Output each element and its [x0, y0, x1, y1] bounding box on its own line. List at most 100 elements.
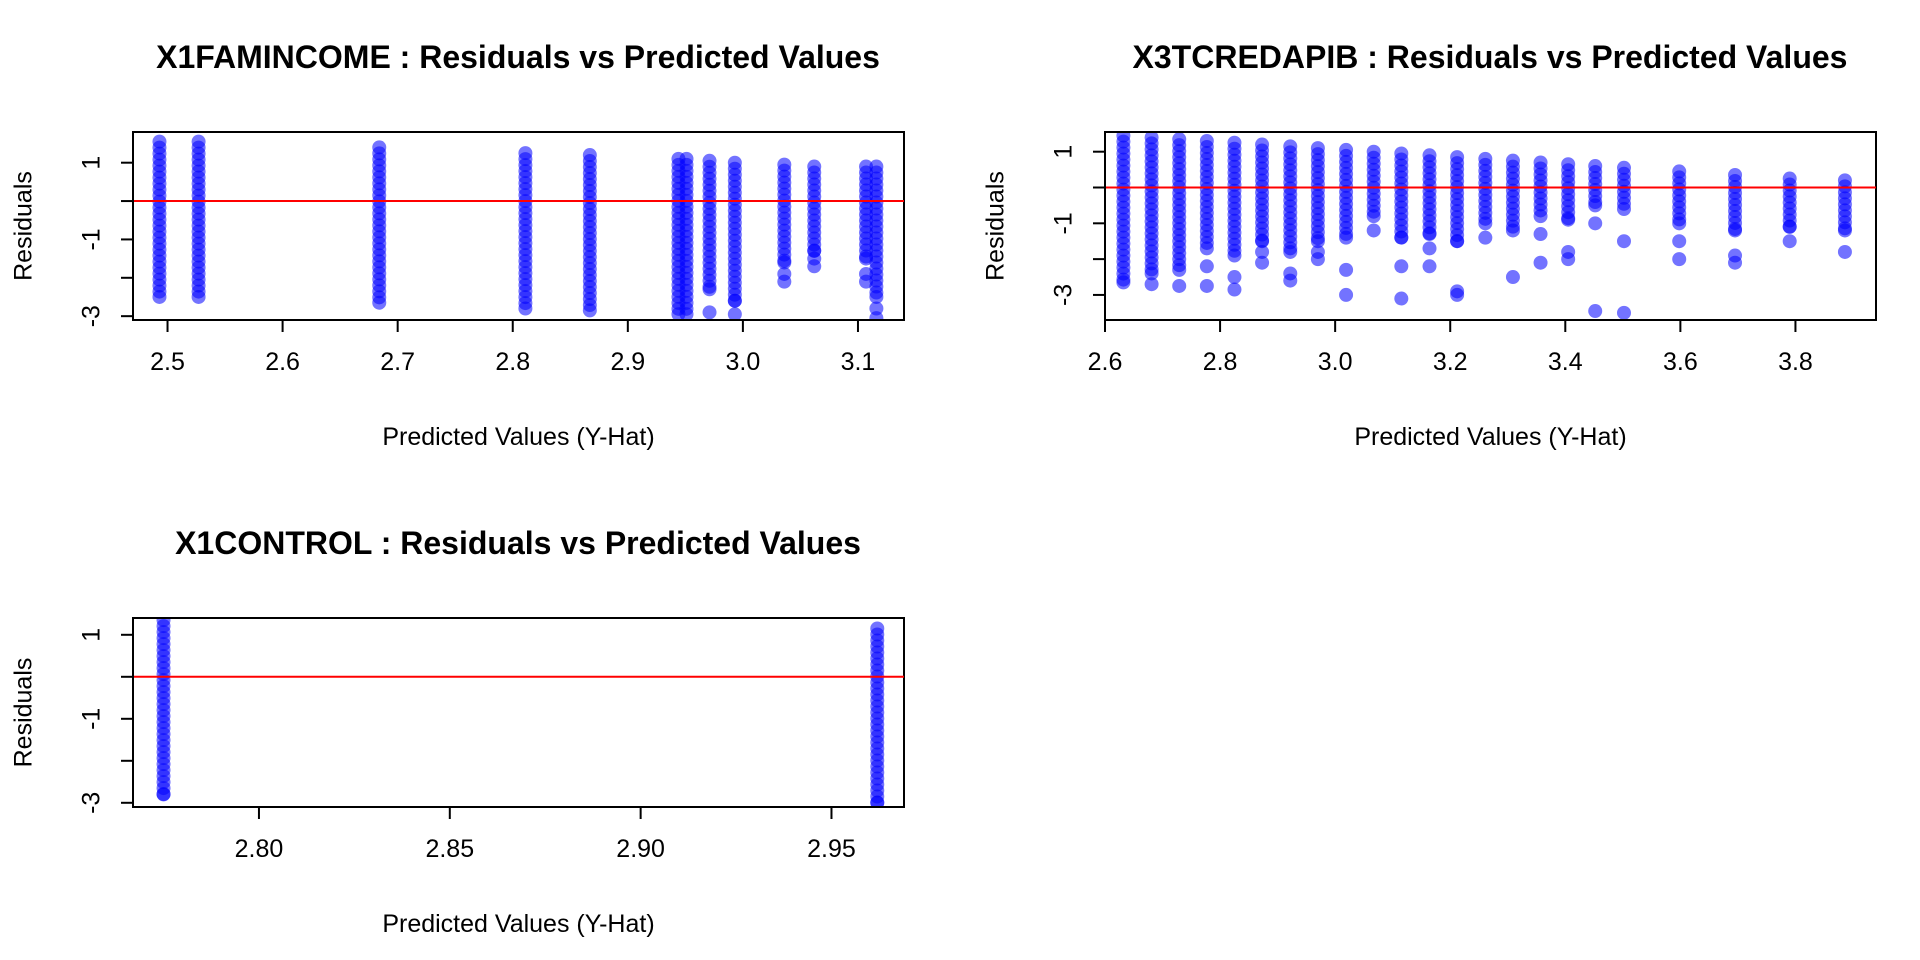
chart-panel-1: X1FAMINCOME : Residuals vs Predicted Val… — [10, 39, 905, 451]
chart-panel-2: X3TCREDAPIB : Residuals vs Predicted Val… — [982, 39, 1877, 451]
y-tick-label: 1 — [1050, 145, 1078, 159]
data-point — [1116, 275, 1131, 290]
x-tick-label: 2.7 — [380, 348, 415, 376]
data-point — [1533, 209, 1548, 224]
data-point-outlier — [1255, 255, 1270, 270]
data-points — [1116, 133, 1852, 319]
data-point-outlier — [1310, 252, 1325, 267]
data-points — [152, 134, 884, 319]
data-point — [1283, 244, 1298, 259]
data-point-outlier — [1533, 255, 1548, 270]
data-point — [191, 289, 206, 304]
y-tick-label: 1 — [78, 156, 106, 170]
data-point-outlier — [1227, 270, 1242, 285]
data-point-outlier — [1672, 252, 1687, 267]
data-point-outlier — [1450, 287, 1465, 302]
data-point-outlier — [869, 301, 884, 316]
data-point — [372, 295, 387, 310]
x-tick-label: 2.6 — [1088, 348, 1123, 376]
data-point — [152, 289, 167, 304]
data-point — [1255, 234, 1270, 249]
data-point — [1144, 266, 1159, 281]
data-point-outlier — [807, 259, 822, 274]
data-point-outlier — [1283, 273, 1298, 288]
data-point — [1588, 198, 1603, 213]
data-point-outlier — [1172, 278, 1187, 293]
data-point — [582, 303, 597, 318]
y-axis-label: Residuals — [10, 658, 38, 768]
data-point — [1561, 212, 1576, 227]
chart-title: X3TCREDAPIB : Residuals vs Predicted Val… — [1133, 39, 1848, 75]
data-point-outlier — [1144, 277, 1159, 292]
data-point-outlier — [1227, 282, 1242, 297]
data-point — [679, 307, 694, 319]
data-point-outlier — [1422, 259, 1437, 274]
data-point-outlier — [1394, 291, 1409, 306]
x-tick-label: 2.80 — [235, 835, 284, 863]
data-point-outlier — [1366, 223, 1381, 238]
x-tick-label: 3.2 — [1433, 348, 1468, 376]
data-point-outlier — [1339, 262, 1354, 277]
data-point — [1339, 230, 1354, 245]
data-point — [869, 289, 884, 304]
x-tick-label: 3.6 — [1663, 348, 1698, 376]
data-point — [1782, 219, 1797, 234]
x-tick-label: 2.8 — [1203, 348, 1238, 376]
data-point-outlier — [1616, 305, 1631, 319]
data-point — [1450, 234, 1465, 249]
x-tick-label: 2.8 — [495, 348, 530, 376]
data-point — [1728, 223, 1743, 238]
data-point — [727, 293, 742, 308]
chart-title: X1CONTROL : Residuals vs Predicted Value… — [175, 525, 861, 561]
x-tick-label: 3.0 — [726, 348, 761, 376]
data-point-outlier — [1588, 216, 1603, 231]
data-point — [1199, 241, 1214, 256]
data-point-outlier — [777, 274, 792, 289]
data-point-outlier — [1561, 252, 1576, 267]
data-point-outlier — [1478, 230, 1493, 245]
x-tick-label: 2.6 — [265, 348, 300, 376]
x-axis-label: Predicted Values (Y-Hat) — [382, 910, 654, 938]
data-point — [1478, 216, 1493, 231]
x-tick-label: 2.9 — [610, 348, 645, 376]
data-point — [1366, 209, 1381, 224]
x-axis-label: Predicted Values (Y-Hat) — [382, 423, 654, 451]
data-point-outlier — [1533, 227, 1548, 242]
y-tick-label: 1 — [78, 628, 106, 642]
x-tick-label: 3.8 — [1778, 348, 1813, 376]
data-point-outlier — [1394, 259, 1409, 274]
y-tick-label: -1 — [78, 708, 106, 730]
data-point — [870, 795, 885, 806]
data-point-outlier — [1199, 259, 1214, 274]
x-tick-label: 2.5 — [150, 348, 185, 376]
data-point-outlier — [1616, 234, 1631, 249]
data-points — [156, 619, 885, 806]
data-point-outlier — [1255, 244, 1270, 259]
y-tick-label: -3 — [78, 305, 106, 327]
data-point-outlier — [1588, 304, 1603, 319]
data-point — [1227, 248, 1242, 263]
plot-frame — [132, 617, 905, 808]
chart-title: X1FAMINCOME : Residuals vs Predicted Val… — [156, 39, 880, 75]
data-point-outlier — [869, 311, 884, 319]
x-tick-label: 3.4 — [1548, 348, 1583, 376]
x-tick-label: 3.1 — [841, 348, 876, 376]
y-tick-label: -1 — [78, 228, 106, 250]
x-tick-label: 2.95 — [807, 835, 856, 863]
data-point — [1422, 227, 1437, 242]
y-axis-label: Residuals — [982, 171, 1010, 281]
y-axis-label: Residuals — [10, 171, 38, 281]
data-point-outlier — [1837, 244, 1852, 259]
x-tick-label: 2.85 — [425, 835, 474, 863]
data-point-outlier — [1422, 241, 1437, 256]
data-point-outlier — [1339, 287, 1354, 302]
data-point — [1394, 230, 1409, 245]
x-tick-label: 2.90 — [616, 835, 665, 863]
chart-panel-3: X1CONTROL : Residuals vs Predicted Value… — [10, 525, 905, 938]
data-point — [1616, 201, 1631, 216]
data-point-outlier — [702, 305, 717, 319]
data-point — [156, 787, 171, 802]
x-tick-label: 3.0 — [1318, 348, 1353, 376]
x-axis-label: Predicted Values (Y-Hat) — [1354, 423, 1626, 451]
